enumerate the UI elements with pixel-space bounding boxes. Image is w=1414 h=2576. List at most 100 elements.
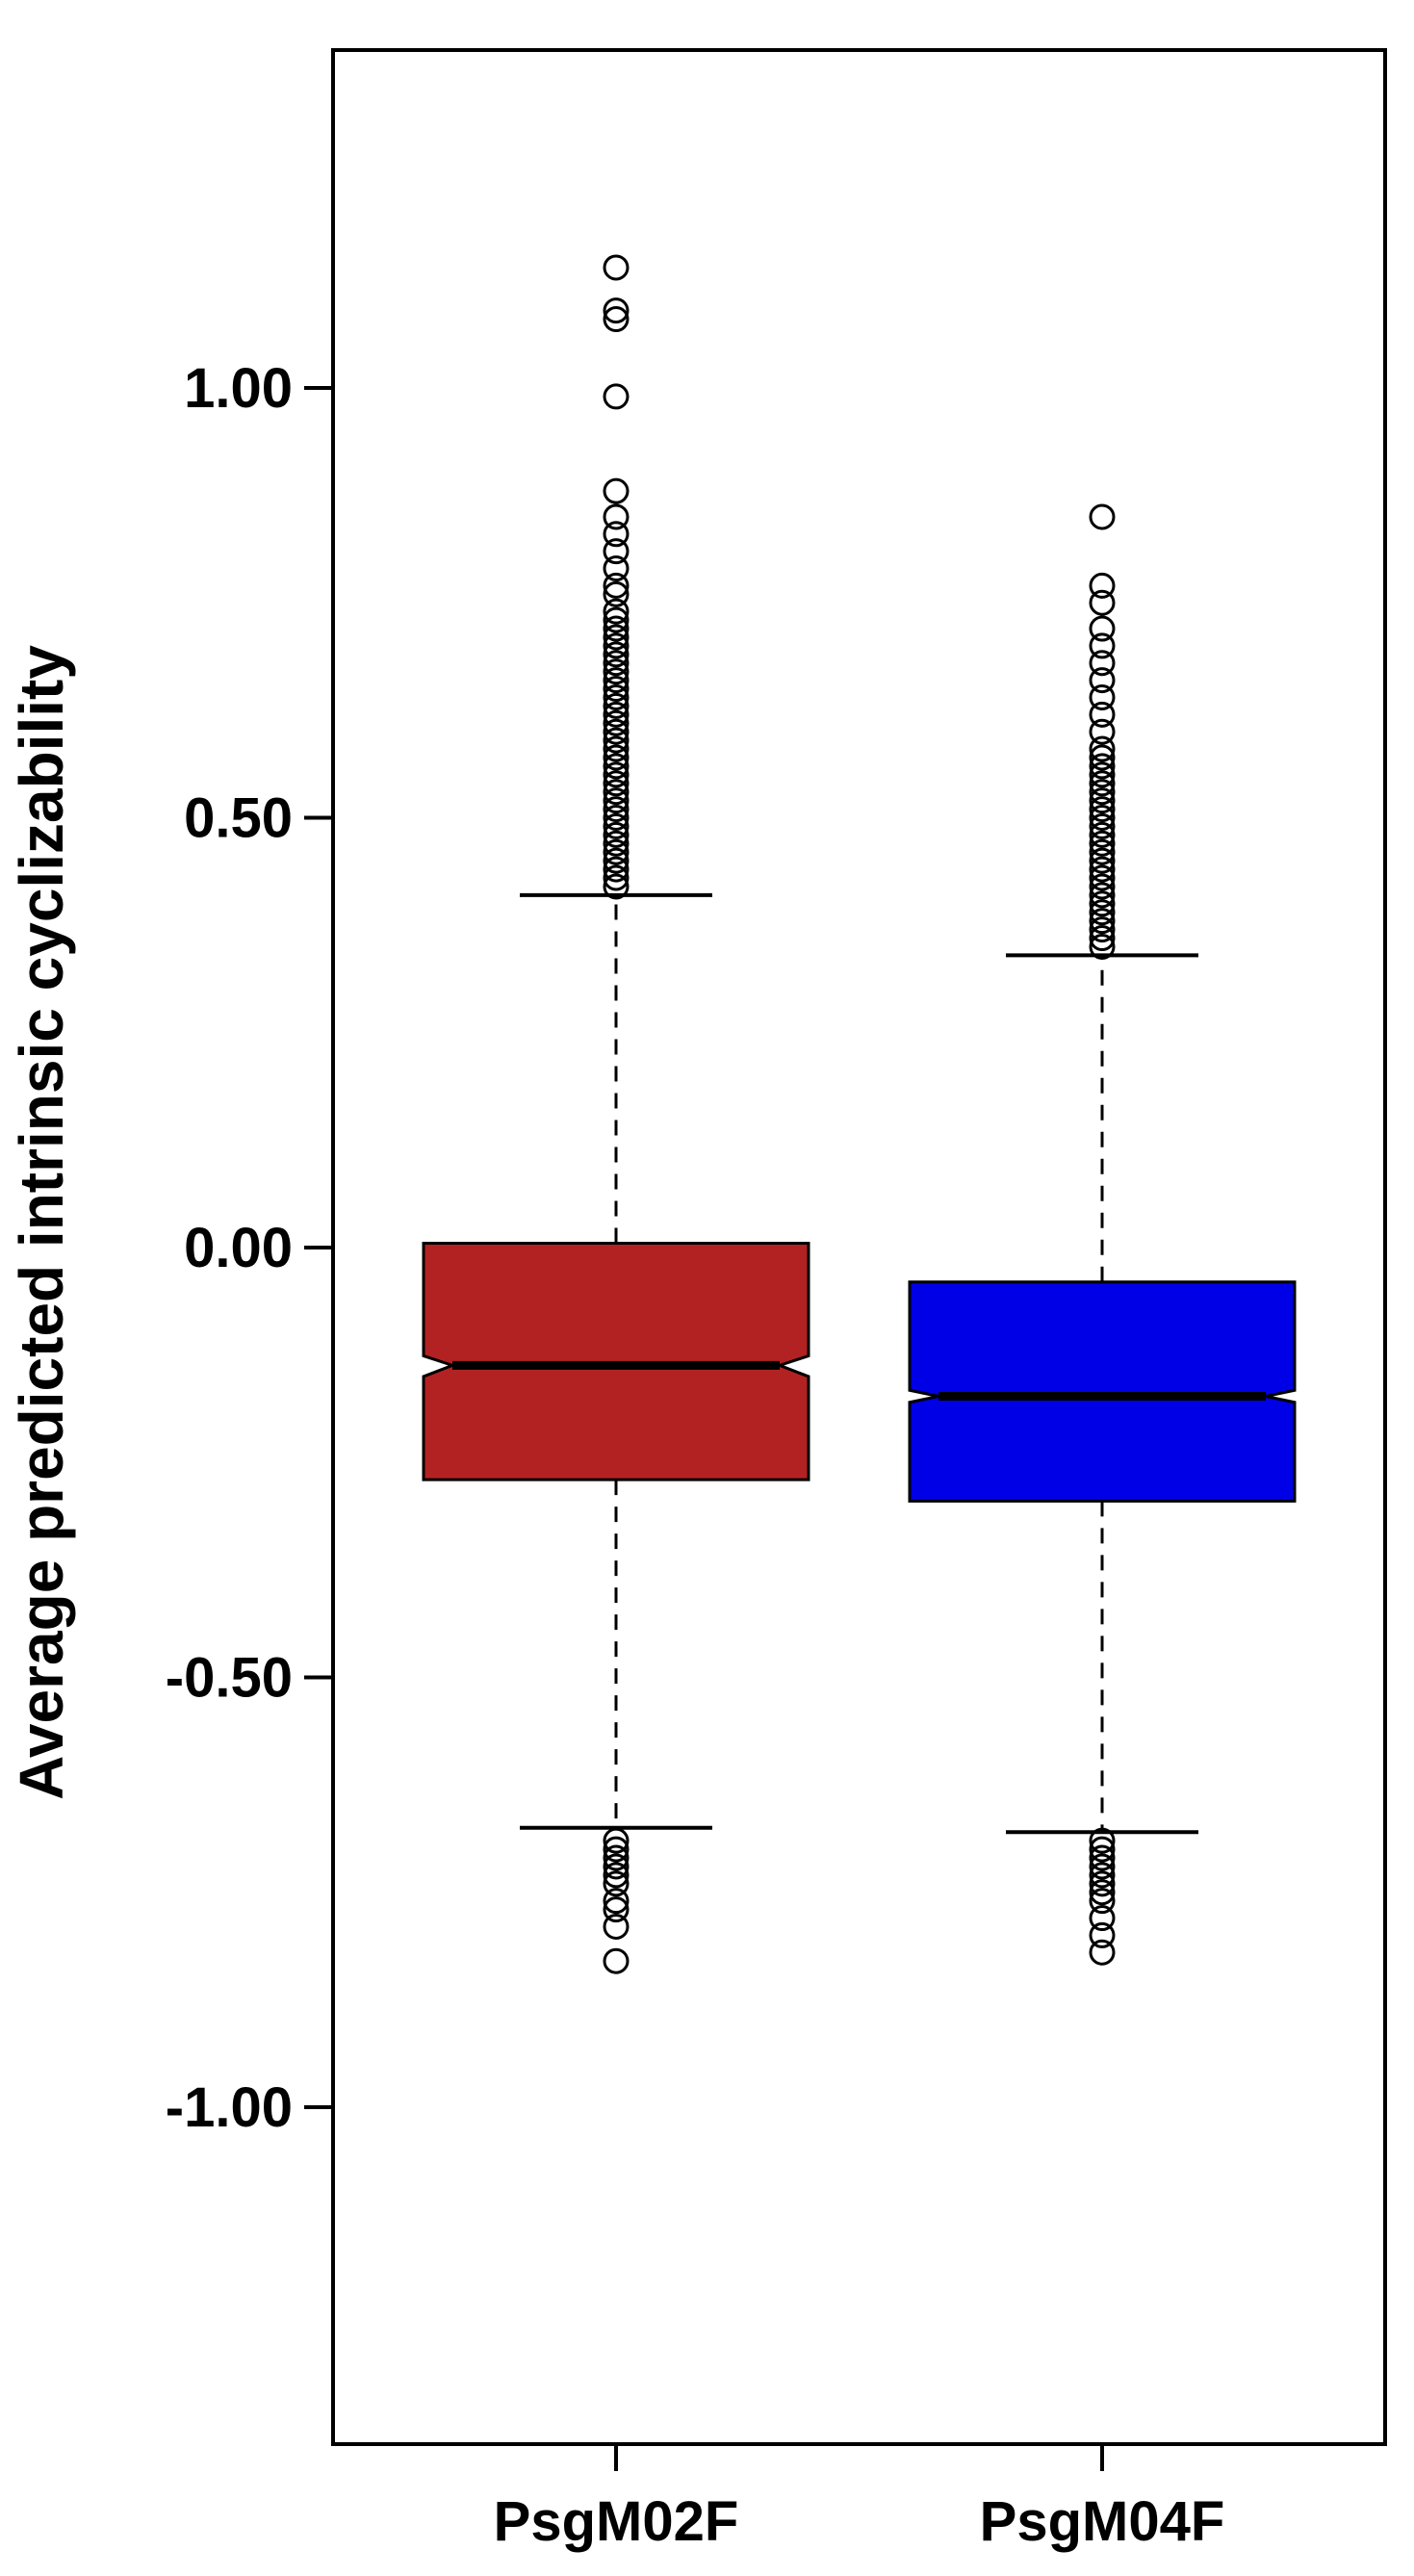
outlier-point: [603, 735, 630, 762]
outlier-point: [1089, 753, 1116, 780]
outlier-point: [603, 856, 630, 883]
outlier-point: [603, 770, 630, 797]
outlier-point: [1089, 701, 1116, 728]
outlier-point: [603, 538, 630, 565]
outlier-point: [603, 521, 630, 548]
outlier-point: [1089, 615, 1116, 642]
outlier-point: [603, 1836, 630, 1863]
y-tick-label: 0.00: [184, 1217, 293, 1279]
boxes: [422, 254, 1297, 1974]
outlier-point: [1089, 925, 1116, 952]
outlier-point: [603, 701, 630, 728]
y-tick-label: 1.00: [184, 357, 293, 420]
outlier-point: [603, 787, 630, 814]
outlier-point: [1089, 779, 1116, 806]
outlier-point: [603, 1896, 630, 1923]
outlier-point: [603, 805, 630, 831]
outlier-point: [603, 753, 630, 780]
outlier-point: [603, 873, 630, 900]
outlier-point: [1089, 856, 1116, 883]
outlier-point: [603, 1913, 630, 1940]
outlier-point: [1089, 503, 1116, 530]
outlier-point: [603, 676, 630, 703]
outlier-point: [1089, 650, 1116, 677]
outlier-point: [603, 598, 630, 625]
outlier-point: [1089, 1870, 1116, 1897]
outlier-point: [603, 727, 630, 754]
outlier-point: [1089, 572, 1116, 599]
box-body: [908, 1280, 1297, 1503]
outlier-point: [1089, 796, 1116, 823]
x-axis: PsgM02F PsgM04F: [494, 2444, 1225, 2553]
outlier-point: [603, 821, 630, 848]
outlier-point: [603, 718, 630, 745]
outlier-point: [1089, 667, 1116, 694]
outlier-point: [1089, 683, 1116, 710]
outlier-point: [1089, 589, 1116, 616]
outlier-point: [603, 641, 630, 668]
outlier-point: [1089, 899, 1116, 926]
y-tick-label: -1.00: [166, 2076, 293, 2139]
outlier-point: [603, 632, 630, 659]
outlier-point: [1089, 933, 1116, 960]
outlier-point: [1089, 1836, 1116, 1863]
outlier-point: [603, 1827, 630, 1854]
outlier-point: [1089, 787, 1116, 814]
outlier-point: [1089, 1939, 1116, 1966]
x-tick-label: PsgM02F: [494, 2490, 739, 2553]
y-axis: 1.00 0.50 0.00 -0.50 -1.00: [166, 357, 333, 2139]
outlier-point: [603, 796, 630, 823]
outlier-point: [1089, 838, 1116, 865]
outlier-point: [1089, 1853, 1116, 1880]
y-tick-label: -0.50: [166, 1647, 293, 1710]
outlier-point: [603, 667, 630, 694]
outlier-point: [1089, 873, 1116, 900]
outlier-point: [1089, 770, 1116, 797]
outlier-point: [1089, 1888, 1116, 1915]
outlier-point: [1089, 1905, 1116, 1932]
outlier-point: [1089, 882, 1116, 909]
box-PsgM02F: [422, 254, 810, 1974]
outlier-point: [603, 683, 630, 710]
outlier-point: [603, 847, 630, 874]
outlier-point: [603, 692, 630, 719]
outlier-point: [603, 1947, 630, 1974]
outlier-point: [1089, 761, 1116, 788]
outlier-point: [603, 650, 630, 677]
outlier-point: [603, 1844, 630, 1871]
outlier-point: [603, 624, 630, 651]
outlier-point: [1089, 864, 1116, 891]
outlier-point: [1089, 735, 1116, 762]
outlier-point: [603, 830, 630, 857]
outlier-point: [1089, 830, 1116, 857]
outlier-point: [1089, 718, 1116, 745]
outlier-point: [603, 812, 630, 839]
outlier-point: [603, 864, 630, 891]
outlier-point: [603, 572, 630, 599]
outlier-point: [1089, 744, 1116, 771]
outlier-point: [1089, 1921, 1116, 1948]
outlier-point: [603, 580, 630, 607]
box-PsgM04F: [908, 503, 1297, 1966]
outlier-point: [603, 615, 630, 642]
x-tick-label: PsgM04F: [980, 2490, 1225, 2553]
outlier-point: [1089, 1844, 1116, 1871]
outlier-point: [1089, 890, 1116, 917]
y-axis-label: Average predicted intrinsic cyclizabilit…: [7, 645, 76, 1800]
outlier-point: [603, 1853, 630, 1880]
outlier-point: [603, 744, 630, 771]
outlier-point: [603, 503, 630, 530]
y-tick-label: 0.50: [184, 787, 293, 850]
outlier-point: [603, 709, 630, 736]
outlier-point: [603, 779, 630, 806]
outlier-point: [1089, 1827, 1116, 1854]
outlier-point: [1089, 821, 1116, 848]
outlier-point: [603, 477, 630, 504]
outlier-point: [603, 1862, 630, 1889]
outlier-point: [603, 658, 630, 685]
outlier-point: [603, 254, 630, 281]
outlier-point: [603, 555, 630, 582]
outlier-point: [1089, 916, 1116, 943]
